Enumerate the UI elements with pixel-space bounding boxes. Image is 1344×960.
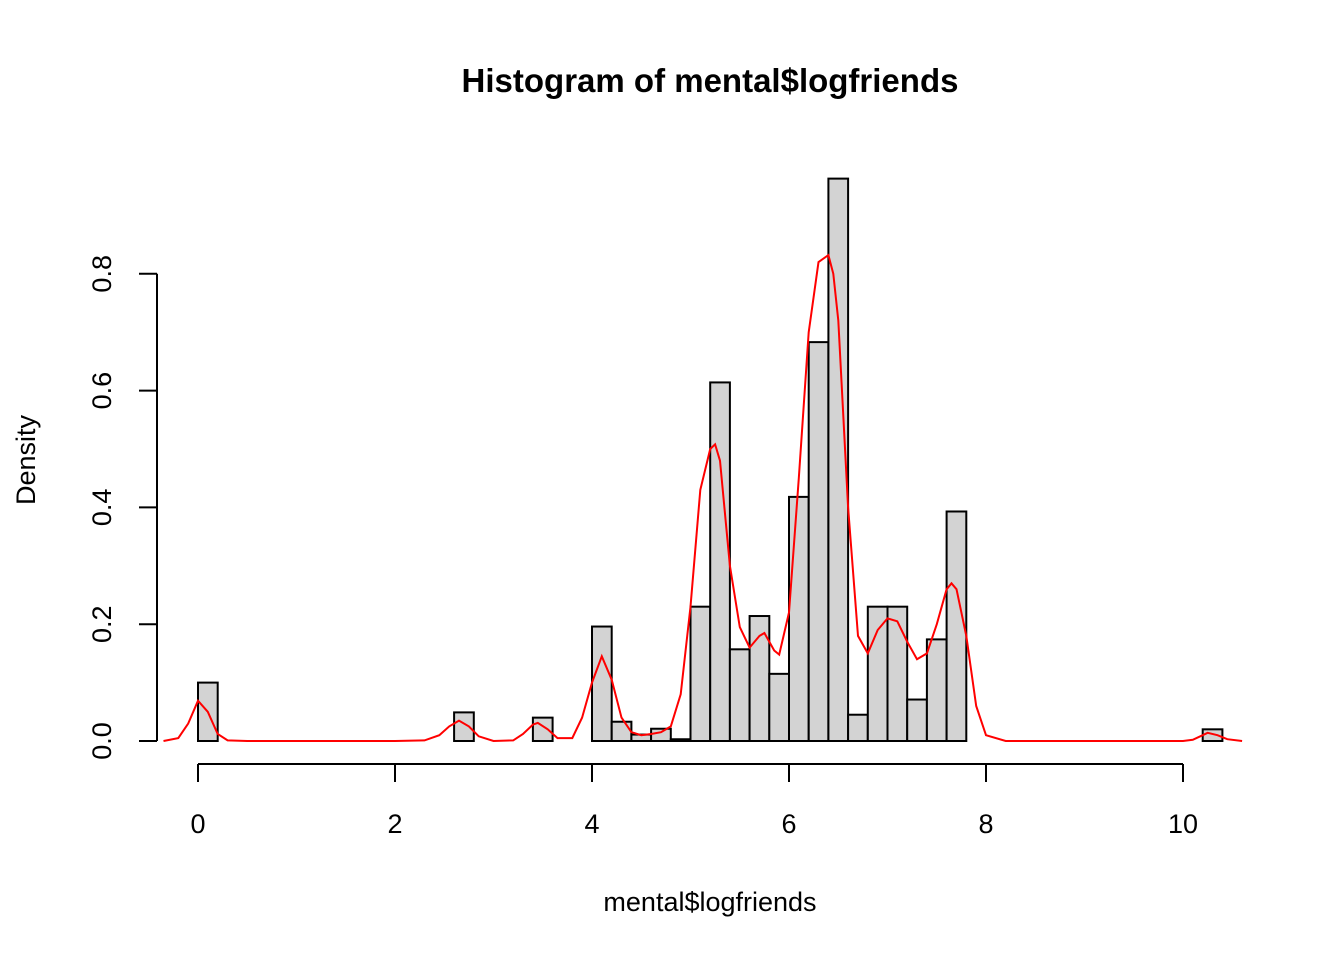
x-tick-label: 10 <box>1168 809 1198 839</box>
histogram-bar <box>847 713 869 742</box>
x-axis-label: mental$logfriends <box>603 887 816 917</box>
histogram-bar <box>906 698 928 743</box>
y-tick-label: 0.2 <box>87 605 117 643</box>
y-axis: 0.0 0.2 0.4 0.6 0.8 <box>87 255 158 760</box>
x-tick-label: 0 <box>190 809 205 839</box>
histogram-bars <box>197 177 1224 743</box>
histogram-bar <box>591 625 613 743</box>
histogram-bar <box>728 648 751 743</box>
histogram-bar <box>827 177 850 743</box>
y-tick-label: 0.6 <box>87 372 117 410</box>
histogram-bar <box>886 605 909 742</box>
x-tick-label: 2 <box>387 809 402 839</box>
density-curve <box>163 253 1243 743</box>
chart-title: Histogram of mental$logfriends <box>462 62 959 99</box>
histogram-bar <box>650 727 672 743</box>
x-tick-label: 4 <box>584 809 599 839</box>
histogram-bar <box>768 672 790 743</box>
histogram-bar <box>807 341 830 742</box>
histogram-bar <box>453 711 475 742</box>
x-tick-label: 6 <box>781 809 796 839</box>
histogram-bar <box>925 638 948 742</box>
y-tick-label: 0.4 <box>87 489 117 527</box>
x-tick-label: 8 <box>978 809 993 839</box>
x-axis: 0 2 4 6 8 10 <box>190 763 1198 839</box>
histogram-bar <box>610 720 633 743</box>
histogram-bar <box>531 716 554 743</box>
histogram-bar <box>669 738 692 742</box>
histogram-bar <box>866 605 889 742</box>
y-tick-label: 0.8 <box>87 255 117 293</box>
histogram-bar <box>689 605 712 742</box>
y-tick-label: 0.0 <box>87 722 117 760</box>
y-axis-label: Density <box>11 414 41 505</box>
histogram-bar <box>945 510 968 742</box>
histogram-bar <box>788 495 810 742</box>
histogram-bar <box>709 381 731 742</box>
